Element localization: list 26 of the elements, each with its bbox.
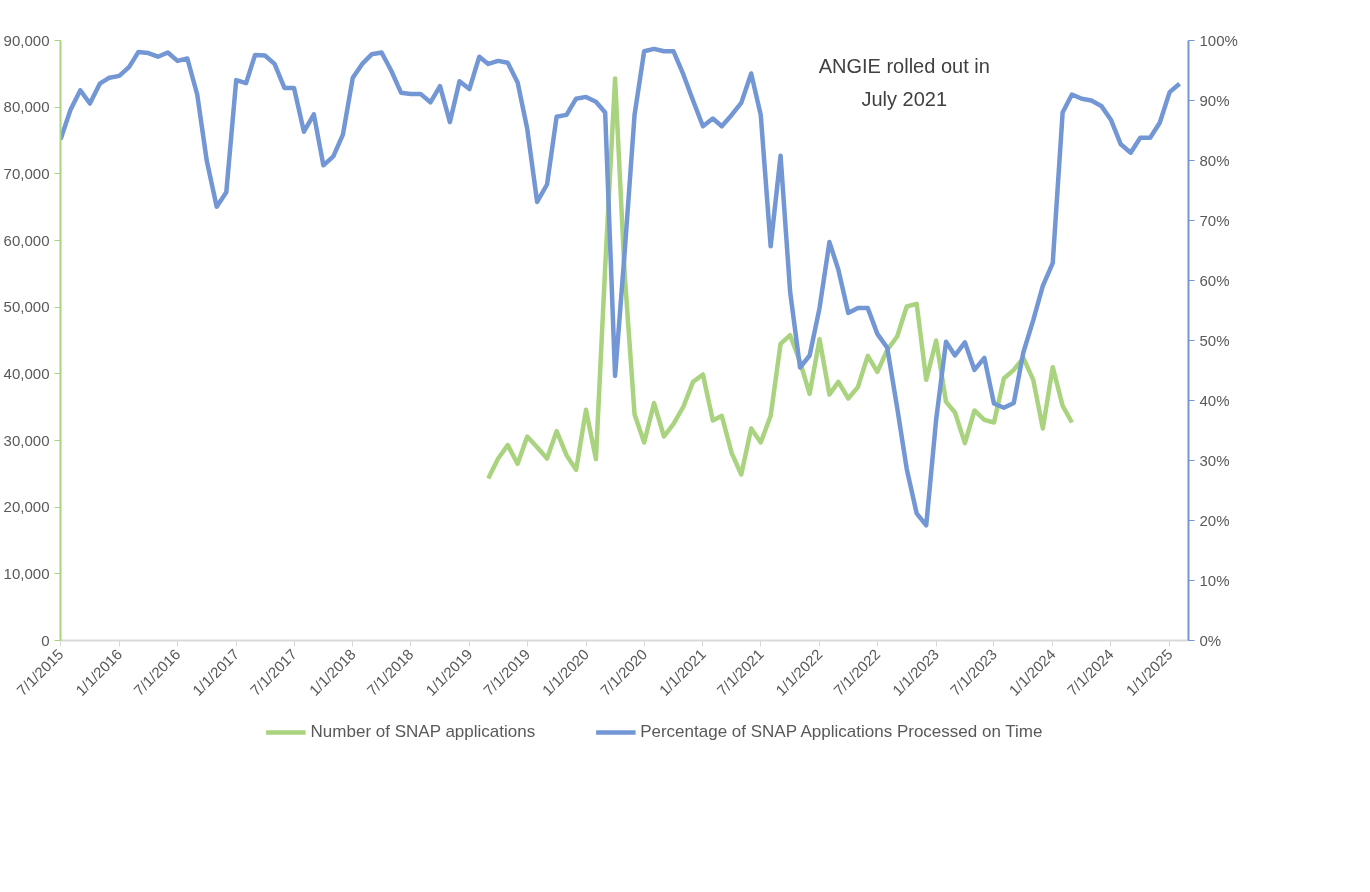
y2-tick-label: 30% [1199, 452, 1230, 469]
legend-label: Percentage of SNAP Applications Processed on Time [640, 722, 1043, 742]
y2-tick-label: 20% [1199, 512, 1230, 529]
y2-tick-label: 80% [1199, 152, 1230, 169]
y2-tick-label: 0% [1199, 632, 1222, 649]
y-tick-label: 90,000 [3, 31, 50, 49]
y-tick-label: 80,000 [3, 98, 50, 116]
line-series [486, 76, 1075, 481]
y2-tick-label: 70% [1199, 212, 1230, 229]
y2-tick-label: 40% [1199, 392, 1230, 409]
y-tick-label: 10,000 [3, 564, 50, 582]
y-tick-label: 30,000 [3, 431, 50, 449]
y-tick-label: 40,000 [3, 364, 50, 382]
annotation: ANGIE rolled out in July 2021 [818, 55, 990, 110]
y-tick-label: 60,000 [3, 231, 50, 249]
y2-tick-label: 60% [1199, 272, 1230, 289]
line-series [60, 46, 1182, 528]
y2-tick-label: 100% [1199, 32, 1238, 49]
y2-tick-label: 90% [1199, 92, 1230, 109]
y-tick-label: 20,000 [3, 498, 50, 516]
y-tick-label: 70,000 [3, 164, 50, 182]
y2-tick-label: 50% [1199, 332, 1230, 349]
legend-label: Number of SNAP applications [310, 722, 536, 742]
y2-tick-label: 10% [1199, 572, 1230, 589]
y-tick-label: 50,000 [3, 298, 50, 316]
y-tick-label: 0 [41, 631, 50, 649]
